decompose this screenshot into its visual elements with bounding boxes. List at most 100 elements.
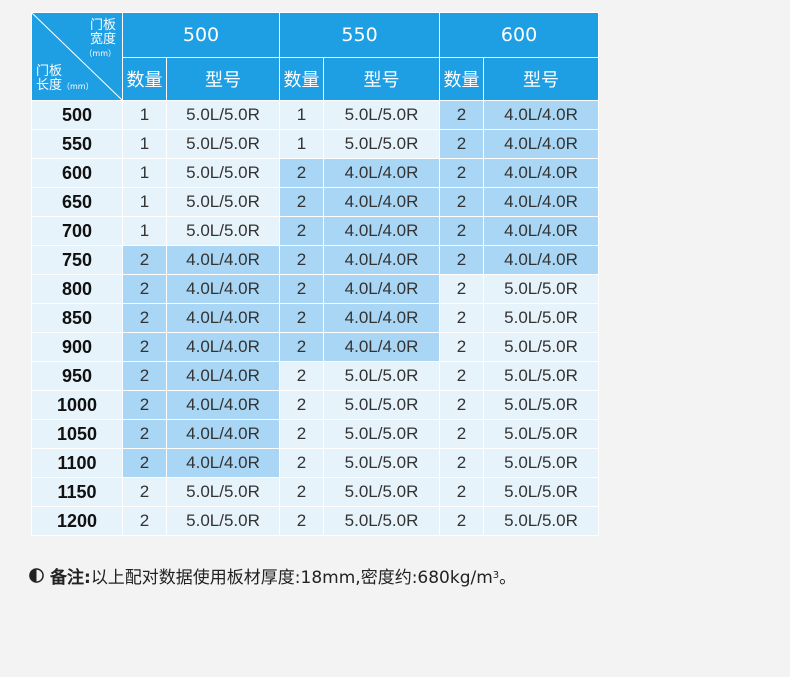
- model-cell: 4.0L/4.0R: [483, 187, 600, 217]
- qty-cell: 2: [122, 419, 167, 449]
- model-cell: 5.0L/5.0R: [483, 448, 600, 478]
- qty-cell: 2: [439, 419, 485, 449]
- row-length: 700: [31, 216, 123, 246]
- table-row: 550 1 5.0L/5.0R 1 5.0L/5.0R 2 4.0L/4.0R: [31, 129, 600, 159]
- qty-cell: 2: [279, 187, 325, 217]
- table-body: 500 1 5.0L/5.0R 1 5.0L/5.0R 2 4.0L/4.0R 550 1 5.0…: [31, 100, 600, 536]
- row-length: 800: [31, 274, 123, 304]
- table-row: 1150 2 5.0L/5.0R 2 5.0L/5.0R 2 5.0L/5.0R: [31, 477, 600, 507]
- qty-cell: 2: [439, 129, 485, 159]
- model-cell: 5.0L/5.0R: [323, 390, 441, 420]
- row-length: 850: [31, 303, 123, 333]
- width-header-550: 550: [279, 12, 441, 58]
- row-length: 1000: [31, 390, 123, 420]
- qty-cell: 2: [439, 361, 485, 391]
- model-cell: 4.0L/4.0R: [165, 274, 281, 304]
- qty-cell: 2: [279, 419, 325, 449]
- model-cell: 5.0L/5.0R: [323, 361, 441, 391]
- model-cell: 4.0L/4.0R: [165, 448, 281, 478]
- row-length: 900: [31, 332, 123, 362]
- qty-cell: 2: [122, 506, 167, 536]
- table-row: 1000 2 4.0L/4.0R 2 5.0L/5.0R 2 5.0L/5.0R: [31, 390, 600, 420]
- qty-cell: 2: [122, 361, 167, 391]
- qty-cell: 2: [439, 216, 485, 246]
- qty-cell: 2: [122, 303, 167, 333]
- model-cell: 4.0L/4.0R: [323, 332, 441, 362]
- qty-cell: 1: [279, 100, 325, 130]
- qty-cell: 2: [439, 274, 485, 304]
- model-cell: 5.0L/5.0R: [483, 332, 600, 362]
- model-cell: 5.0L/5.0R: [323, 477, 441, 507]
- model-cell: 4.0L/4.0R: [165, 390, 281, 420]
- half-circle-icon: [29, 568, 44, 583]
- model-header: 型号: [483, 57, 600, 101]
- table-row: 1050 2 4.0L/4.0R 2 5.0L/5.0R 2 5.0L/5.0R: [31, 419, 600, 449]
- qty-cell: 1: [122, 100, 167, 130]
- table-row: 850 2 4.0L/4.0R 2 4.0L/4.0R 2 5.0L/5.0R: [31, 303, 600, 333]
- model-cell: 5.0L/5.0R: [483, 303, 600, 333]
- model-cell: 4.0L/4.0R: [323, 158, 441, 188]
- qty-cell: 1: [122, 158, 167, 188]
- qty-cell: 2: [439, 448, 485, 478]
- model-cell: 4.0L/4.0R: [165, 419, 281, 449]
- row-length: 750: [31, 245, 123, 275]
- model-cell: 5.0L/5.0R: [483, 477, 600, 507]
- table-row: 650 1 5.0L/5.0R 2 4.0L/4.0R 2 4.0L/4.0R: [31, 187, 600, 217]
- qty-cell: 2: [439, 332, 485, 362]
- qty-header: 数量: [439, 57, 485, 101]
- model-header: 型号: [165, 57, 281, 101]
- qty-cell: 2: [279, 390, 325, 420]
- model-cell: 5.0L/5.0R: [323, 448, 441, 478]
- footnote: 备注: 以上配对数据使用板材厚度:18mm,密度约:680kg/m 3。: [29, 563, 516, 588]
- row-length: 950: [31, 361, 123, 391]
- row-length: 650: [31, 187, 123, 217]
- model-cell: 5.0L/5.0R: [165, 187, 281, 217]
- model-cell: 4.0L/4.0R: [483, 100, 600, 130]
- qty-cell: 2: [122, 274, 167, 304]
- model-cell: 5.0L/5.0R: [323, 506, 441, 536]
- qty-header: 数量: [279, 57, 325, 101]
- width-axis-label: 门板 宽度 （mm）: [84, 18, 116, 59]
- qty-cell: 2: [279, 448, 325, 478]
- qty-cell: 2: [279, 158, 325, 188]
- model-cell: 4.0L/4.0R: [483, 158, 600, 188]
- model-cell: 4.0L/4.0R: [483, 129, 600, 159]
- model-cell: 5.0L/5.0R: [165, 506, 281, 536]
- row-length: 1050: [31, 419, 123, 449]
- model-cell: 5.0L/5.0R: [165, 477, 281, 507]
- row-length: 550: [31, 129, 123, 159]
- model-cell: 4.0L/4.0R: [165, 332, 281, 362]
- note-text: 以上配对数据使用板材厚度:18mm,密度约:680kg/m: [90, 568, 493, 588]
- qty-cell: 2: [279, 303, 325, 333]
- qty-cell: 2: [439, 245, 485, 275]
- qty-cell: 2: [279, 216, 325, 246]
- table-corner-header: 门板 宽度 （mm） 门板 长度（mm）: [31, 12, 123, 101]
- model-cell: 5.0L/5.0R: [165, 100, 281, 130]
- model-cell: 4.0L/4.0R: [323, 245, 441, 275]
- table-row: 900 2 4.0L/4.0R 2 4.0L/4.0R 2 5.0L/5.0R: [31, 332, 600, 362]
- model-cell: 5.0L/5.0R: [323, 129, 441, 159]
- corner-diagonal-line: [32, 13, 122, 100]
- table-row: 750 2 4.0L/4.0R 2 4.0L/4.0R 2 4.0L/4.0R: [31, 245, 600, 275]
- row-length: 500: [31, 100, 123, 130]
- model-cell: 5.0L/5.0R: [483, 274, 600, 304]
- model-cell: 4.0L/4.0R: [483, 216, 600, 246]
- model-cell: 4.0L/4.0R: [323, 187, 441, 217]
- model-cell: 5.0L/5.0R: [483, 419, 600, 449]
- model-cell: 5.0L/5.0R: [165, 158, 281, 188]
- model-cell: 5.0L/5.0R: [165, 129, 281, 159]
- qty-cell: 2: [279, 274, 325, 304]
- model-cell: 4.0L/4.0R: [483, 245, 600, 275]
- qty-cell: 2: [439, 506, 485, 536]
- table-row: 950 2 4.0L/4.0R 2 5.0L/5.0R 2 5.0L/5.0R: [31, 361, 600, 391]
- qty-cell: 2: [122, 332, 167, 362]
- qty-cell: 1: [122, 216, 167, 246]
- model-header: 型号: [323, 57, 441, 101]
- qty-cell: 2: [279, 245, 325, 275]
- table-row: 1100 2 4.0L/4.0R 2 5.0L/5.0R 2 5.0L/5.0R: [31, 448, 600, 478]
- qty-cell: 2: [122, 477, 167, 507]
- width-header-500: 500: [121, 12, 281, 58]
- qty-cell: 2: [439, 303, 485, 333]
- qty-cell: 1: [122, 129, 167, 159]
- pairing-table: 门板 宽度 （mm） 门板 长度（mm） 500 550 600 数量 型号 数…: [31, 12, 600, 536]
